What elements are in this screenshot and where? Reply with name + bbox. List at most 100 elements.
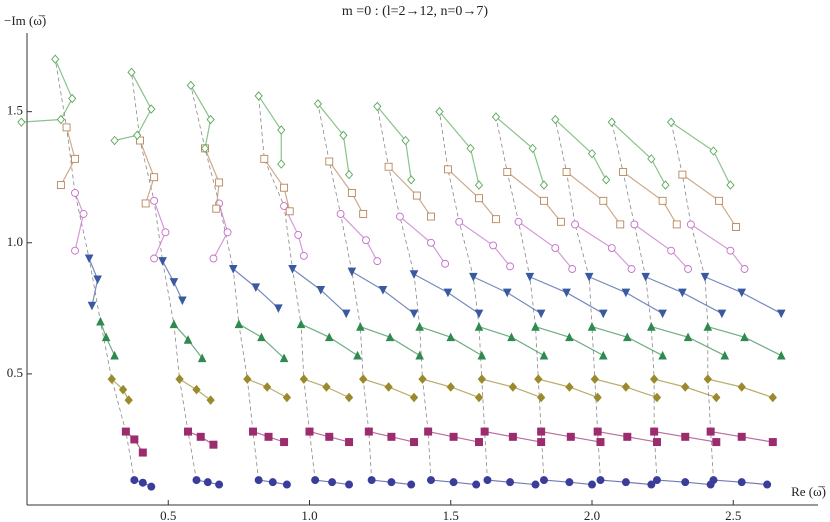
point [449,432,458,441]
curve-line [74,192,85,251]
point [387,478,396,487]
point [508,432,517,441]
point [703,322,713,331]
point [474,180,484,190]
point [474,322,484,331]
point [251,283,261,292]
point [328,478,337,487]
point [362,236,370,245]
point [344,169,354,180]
point [384,162,393,171]
point [489,241,498,250]
point [588,480,596,489]
point [531,322,540,331]
point [616,220,625,229]
point [737,478,746,487]
point [186,80,195,91]
x-tick-label: 0.5 [160,508,176,522]
point [556,217,565,226]
point [288,265,297,274]
y-tick-label: 0.5 [7,365,23,380]
point [469,272,478,282]
point [703,374,712,384]
point [345,480,354,489]
curve-line [682,174,737,228]
point [426,476,435,485]
curve-line [340,213,378,262]
x-tick-label: 1.5 [443,508,459,522]
point [502,288,512,298]
point [596,476,605,485]
point [672,220,681,229]
curve-line [21,58,73,123]
point [480,427,489,436]
curve-line [139,140,155,204]
point [466,143,475,154]
point [683,332,693,342]
point [71,189,79,197]
point [280,183,289,192]
point [565,478,574,487]
point [130,476,139,485]
point [56,181,65,190]
point [539,476,548,485]
point [446,332,456,342]
point [483,476,492,485]
point [768,438,777,447]
point [407,480,416,489]
point [305,427,314,436]
point [409,392,419,403]
point [647,154,656,164]
point [299,374,309,384]
point [441,259,450,268]
point [590,374,599,384]
point [686,220,695,229]
curve-line [317,103,350,175]
connector-line [258,95,316,481]
curve-line [645,276,723,315]
point [536,309,546,319]
curve-line [447,168,497,220]
point [87,301,97,311]
x-tick-label: 1.0 [301,508,317,522]
point [62,123,71,132]
point [107,374,116,384]
point [277,159,286,169]
point [223,228,232,237]
point [661,180,670,190]
y-tick-label: 1.5 [7,103,23,118]
point [508,382,518,392]
point [136,136,144,145]
point [410,438,419,447]
point [68,93,77,104]
point [344,392,354,403]
point [474,392,484,403]
point [427,212,435,221]
point [138,448,147,457]
point [435,106,444,117]
point [506,478,515,487]
point [264,432,273,441]
point [336,209,345,218]
curve-line [114,72,152,142]
point [568,265,577,273]
connector-line [190,85,260,481]
point [593,392,602,403]
connector-line [611,122,658,481]
point [726,180,735,190]
point [409,309,419,319]
point [587,148,597,159]
point [715,196,724,205]
point [373,101,382,112]
point [737,382,746,392]
point [51,54,60,64]
point [313,99,323,109]
point [732,223,741,231]
point [215,178,224,187]
point [593,427,602,436]
point [325,432,334,441]
point [768,392,777,403]
point [178,296,187,306]
point [412,191,421,200]
point [641,272,650,282]
